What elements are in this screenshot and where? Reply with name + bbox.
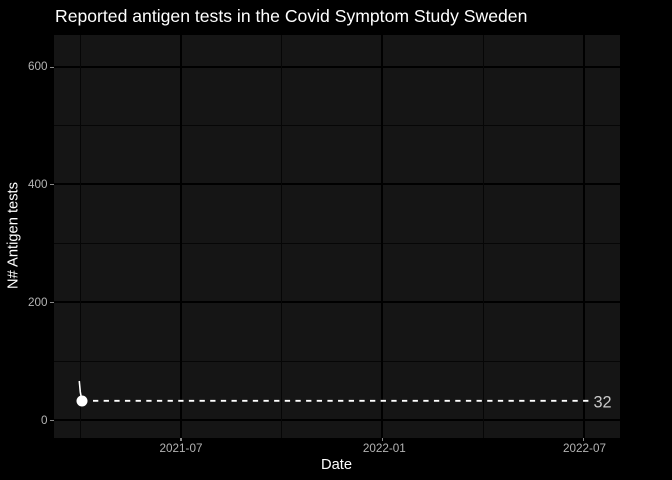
svg-text:32: 32 [594, 393, 612, 411]
